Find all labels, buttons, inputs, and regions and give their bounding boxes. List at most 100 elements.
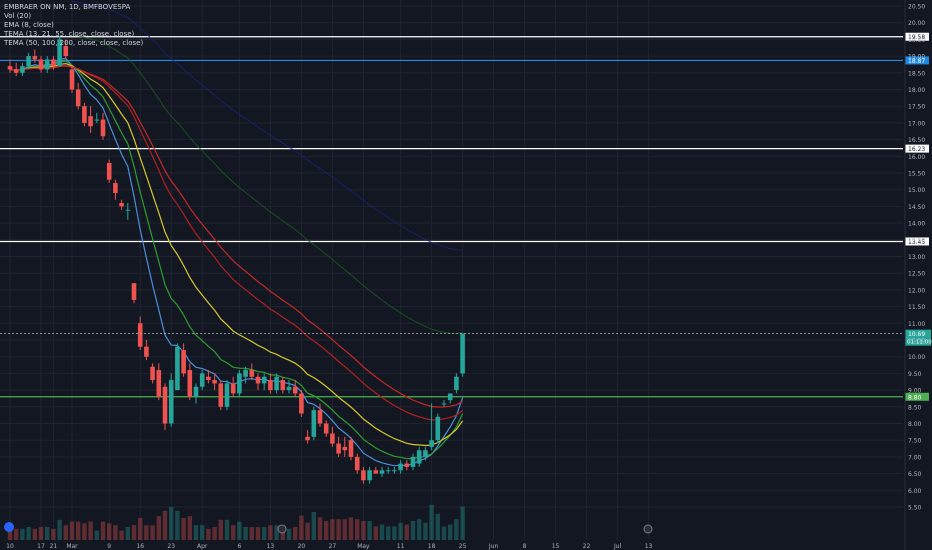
price-tick-label: 9.50 bbox=[908, 371, 922, 378]
price-tick-label: 19.50 bbox=[908, 37, 925, 44]
candle-body bbox=[113, 183, 118, 194]
time-tick-label: 21 bbox=[50, 543, 58, 550]
price-tick-label: 12.00 bbox=[908, 287, 925, 294]
volume-bar bbox=[138, 518, 143, 540]
candle-body bbox=[336, 443, 341, 454]
candle-body bbox=[379, 470, 385, 474]
price-tick-label: 13.50 bbox=[908, 237, 925, 244]
horizontal-lines[interactable]: 19.58 18.87 16.23 13.45 8.80 bbox=[0, 32, 929, 402]
hline-price-tag bbox=[905, 32, 929, 41]
candle-body bbox=[13, 69, 19, 73]
volume-bar bbox=[218, 519, 223, 540]
candle-body bbox=[218, 383, 224, 407]
candle-body bbox=[131, 283, 137, 300]
time-tick-label: 16 bbox=[136, 543, 144, 550]
candle-body bbox=[206, 376, 211, 381]
volume-bar bbox=[212, 527, 217, 540]
tema-100-line bbox=[71, 33, 463, 335]
volume-bar bbox=[348, 517, 354, 540]
price-tick-label: 7.50 bbox=[908, 438, 922, 445]
earnings-marker-icon[interactable] bbox=[277, 524, 287, 534]
volume-bar bbox=[293, 527, 298, 540]
price-axis: 20.50 20.00 19.50 19.00 18.50 18.00 17.50 17.00… bbox=[904, 0, 925, 550]
volume-bar bbox=[355, 519, 360, 540]
time-tick-label: 18 bbox=[428, 543, 436, 550]
candle-body bbox=[82, 106, 87, 123]
volume-bar bbox=[32, 528, 37, 540]
volume-bar bbox=[280, 527, 285, 540]
candle-body bbox=[106, 162, 112, 180]
candle-body bbox=[261, 376, 267, 384]
volume-bar bbox=[150, 525, 155, 540]
time-tick-label: 27 bbox=[329, 543, 337, 550]
volume-bar bbox=[82, 523, 87, 540]
volume-bar bbox=[311, 512, 316, 540]
time-tick-label: Mar bbox=[66, 543, 78, 550]
candle-body bbox=[7, 66, 13, 70]
candle-body bbox=[385, 470, 391, 472]
volume-bar bbox=[63, 525, 68, 540]
volume-bar bbox=[441, 526, 447, 540]
volume-bar bbox=[38, 527, 44, 540]
candle-body bbox=[423, 450, 428, 457]
legend-symbol[interactable]: EMBRAER ON NM, 1D, BMFBOVESPA bbox=[4, 3, 131, 11]
candle-body bbox=[224, 383, 230, 407]
candle-body bbox=[162, 386, 168, 424]
hline-price-tag bbox=[905, 392, 929, 401]
candle-body bbox=[404, 463, 410, 467]
hline-price-label: 13.45 bbox=[908, 239, 925, 246]
price-tick-label: 19.00 bbox=[908, 54, 925, 61]
legend-tema-1[interactable]: TEMA (13, 21, 55, close, close, close) bbox=[4, 30, 135, 38]
dividend-marker-icon[interactable] bbox=[643, 524, 653, 534]
hline-price-label: 18.87 bbox=[908, 58, 925, 65]
price-tick-label: 18.50 bbox=[908, 70, 925, 77]
volume-bar bbox=[237, 521, 242, 540]
hline-price-tag bbox=[905, 56, 929, 65]
time-tick-label: 20 bbox=[298, 543, 306, 550]
volume-bar bbox=[144, 525, 149, 540]
volume-bar bbox=[51, 528, 56, 540]
event-markers[interactable] bbox=[4, 522, 653, 534]
candle-body bbox=[181, 350, 186, 374]
last-price-tag bbox=[905, 329, 931, 346]
candle-body bbox=[361, 470, 366, 481]
legend-ema[interactable]: EMA (8, close) bbox=[4, 21, 54, 29]
candle-body bbox=[88, 116, 93, 127]
volume-bar bbox=[14, 528, 19, 540]
volume-bar bbox=[107, 523, 112, 540]
time-axis: 10 17 21 Mar 9 16 23 Apr 6 13 20 27 May 11 18 25 Jun 8 15 2… bbox=[6, 543, 652, 550]
candle-body bbox=[187, 370, 193, 397]
volume-bar bbox=[417, 519, 422, 540]
last-price-line: 10.69 01:11:00 bbox=[0, 329, 932, 346]
volume-bar bbox=[435, 513, 440, 540]
volume-bar bbox=[7, 528, 13, 540]
candle-body bbox=[100, 119, 106, 137]
volume-bar bbox=[193, 525, 199, 540]
legend-volume[interactable]: Vol (20) bbox=[4, 12, 32, 20]
candle-body bbox=[237, 373, 242, 394]
candle-body bbox=[69, 69, 75, 90]
legend-tema-2[interactable]: TEMA (50, 100, 200, close, close, close) bbox=[4, 39, 144, 47]
price-tick-label: 13.00 bbox=[908, 254, 925, 261]
hline-price-tag bbox=[905, 237, 929, 246]
alert-icon[interactable] bbox=[4, 522, 14, 532]
candle-body bbox=[32, 56, 38, 60]
price-tick-label: 9.00 bbox=[908, 388, 922, 395]
candle-body bbox=[330, 433, 335, 444]
candle-body bbox=[144, 346, 149, 357]
time-tick-label: 10 bbox=[6, 543, 14, 550]
candle-body bbox=[243, 370, 248, 377]
candle-body bbox=[311, 410, 317, 437]
candle-body bbox=[274, 376, 279, 391]
candle-body bbox=[392, 470, 397, 472]
candle-body bbox=[398, 463, 403, 471]
volume-bar bbox=[299, 515, 304, 540]
candle-body bbox=[119, 203, 124, 207]
volume-bar bbox=[57, 519, 62, 540]
candles bbox=[7, 36, 465, 484]
price-tick-label: 14.50 bbox=[908, 204, 925, 211]
volume-bar bbox=[131, 525, 137, 540]
candle-body bbox=[441, 403, 447, 405]
candle-body bbox=[44, 59, 50, 70]
